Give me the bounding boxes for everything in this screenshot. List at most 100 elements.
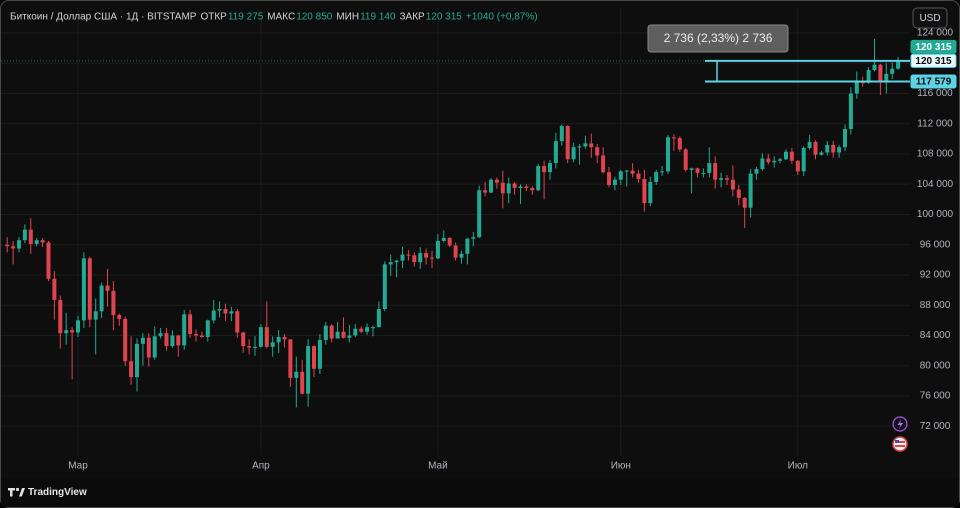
candle-body <box>884 73 889 81</box>
candle-body <box>577 146 582 148</box>
candle-body <box>87 258 92 320</box>
candle-body <box>648 181 653 204</box>
y-tick-label: 112 000 <box>917 118 953 129</box>
footer <box>1 478 959 507</box>
icons <box>892 416 908 452</box>
candle-body <box>784 151 788 160</box>
candle-body <box>199 335 204 338</box>
candle-body <box>565 125 570 160</box>
candle-body <box>194 333 198 336</box>
ohlc-value: 119 275 <box>228 12 264 23</box>
candle-body <box>837 147 842 153</box>
candle-body <box>406 254 411 256</box>
candle-body <box>329 325 334 339</box>
candle-body <box>494 179 499 183</box>
candle-body <box>164 333 169 347</box>
currency-button[interactable]: USD <box>912 7 948 29</box>
x-tick-label: Май <box>428 461 448 472</box>
candle-body <box>524 186 529 189</box>
candle-body <box>58 299 63 334</box>
candle-body <box>140 337 145 344</box>
candle-body <box>247 346 252 348</box>
candle-body <box>382 264 387 310</box>
candle-body <box>424 253 429 258</box>
candle-body <box>553 141 558 164</box>
candle-body <box>612 179 617 185</box>
candle-body <box>860 82 865 84</box>
candle-body <box>559 125 564 142</box>
candle-body <box>801 147 806 172</box>
ohlc-label: МИН <box>336 12 359 23</box>
candle-body <box>843 129 847 148</box>
currency[interactable]: USD <box>919 13 940 24</box>
price-label: 120 315 <box>915 56 952 67</box>
y-tick-label: 84 000 <box>920 330 951 341</box>
candle-body <box>441 237 446 241</box>
candle-body <box>211 310 216 321</box>
candle-body <box>477 190 482 238</box>
candle-body <box>241 332 246 347</box>
event-icon[interactable] <box>892 436 908 452</box>
brand-logo: TradingView <box>8 487 87 498</box>
candle-body <box>518 186 523 189</box>
x-tick-label: Мар <box>68 461 88 472</box>
candle-body <box>772 160 777 163</box>
candle-body <box>258 327 263 347</box>
candle-body <box>93 311 98 320</box>
candle-body <box>742 197 747 208</box>
candle-body <box>217 309 222 311</box>
candle-body <box>571 147 576 160</box>
candle-body <box>288 339 293 378</box>
candle-body <box>123 318 128 362</box>
candle-body <box>394 260 399 263</box>
change: +1040 (+0,87%) <box>466 12 538 23</box>
x-tick-label: Июл <box>788 461 808 472</box>
candle-body <box>435 240 440 259</box>
candle-body <box>654 172 659 182</box>
y-tick-label: 76 000 <box>920 391 951 402</box>
candle-body <box>471 237 476 239</box>
candle-body <box>359 328 364 332</box>
price-label-bg <box>910 39 957 54</box>
candle-body <box>760 158 765 170</box>
candle-body <box>530 188 535 191</box>
candle-body <box>64 330 69 334</box>
candle-body <box>34 240 39 244</box>
candle-body <box>22 229 27 241</box>
flag-stripe <box>895 445 905 447</box>
candle-body <box>512 183 517 189</box>
candle-body <box>878 64 883 81</box>
y-tick-label: 88 000 <box>920 300 951 311</box>
candle-body <box>677 138 682 150</box>
candle-body <box>447 237 452 246</box>
y-tick-label: 96 000 <box>920 239 951 250</box>
candle-body <box>713 163 718 180</box>
candle-body <box>778 159 783 161</box>
candle-body <box>595 147 600 156</box>
currency-button-bg[interactable] <box>912 7 948 29</box>
candle-body <box>170 335 175 347</box>
candle-body <box>789 151 794 161</box>
candle-body <box>152 336 157 358</box>
candle-body <box>188 314 193 334</box>
candle-body <box>205 320 210 338</box>
candle-body <box>730 179 735 190</box>
candle-body <box>819 152 824 155</box>
candle-body <box>418 253 423 263</box>
candle-body <box>388 262 393 265</box>
overlay: 2 736 (2,33%) 2 736 <box>1 24 910 83</box>
candle-body <box>825 144 830 153</box>
candle-body <box>81 258 86 321</box>
candle-body <box>719 178 724 180</box>
candle-body <box>46 242 51 279</box>
header: Биткоин / Доллар США · 1Д · BITSTAMP ОТКР… <box>10 12 538 23</box>
ohlc-label: ОТКР <box>200 12 227 23</box>
ohlc-value: 119 140 <box>360 12 396 23</box>
candle-body <box>890 68 895 74</box>
candle-body <box>400 254 405 261</box>
logo-t <box>8 488 15 497</box>
y-tick-label: 104 000 <box>917 179 954 190</box>
candle-body <box>371 327 375 329</box>
candle-body <box>542 166 547 173</box>
